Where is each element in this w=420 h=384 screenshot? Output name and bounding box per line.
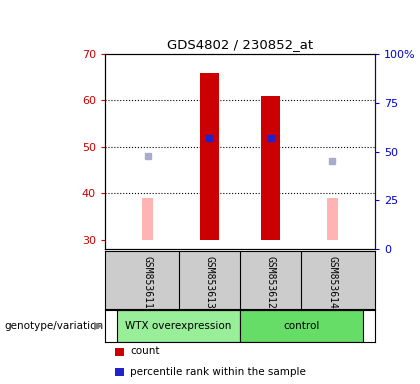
Text: GSM853613: GSM853613: [204, 256, 214, 308]
Text: GSM853612: GSM853612: [266, 256, 276, 308]
Bar: [142, 198, 153, 240]
Bar: [200, 73, 218, 240]
Text: GSM853611: GSM853611: [143, 256, 153, 308]
Text: genotype/variation: genotype/variation: [4, 321, 103, 331]
Text: GSM853614: GSM853614: [327, 256, 337, 308]
Bar: [117, 310, 240, 342]
Bar: [262, 96, 280, 240]
Text: percentile rank within the sample: percentile rank within the sample: [130, 367, 306, 377]
Bar: [326, 198, 338, 240]
Text: WTX overexpression: WTX overexpression: [126, 321, 232, 331]
Text: ▶: ▶: [94, 321, 103, 331]
Title: GDS4802 / 230852_at: GDS4802 / 230852_at: [167, 38, 313, 51]
Text: control: control: [283, 321, 320, 331]
Bar: [240, 310, 363, 342]
Text: count: count: [130, 346, 160, 356]
